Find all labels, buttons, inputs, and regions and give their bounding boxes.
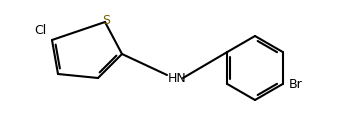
Text: HN: HN xyxy=(168,72,186,84)
Text: Cl: Cl xyxy=(34,24,46,36)
Text: S: S xyxy=(102,15,110,28)
Text: Br: Br xyxy=(289,78,303,91)
